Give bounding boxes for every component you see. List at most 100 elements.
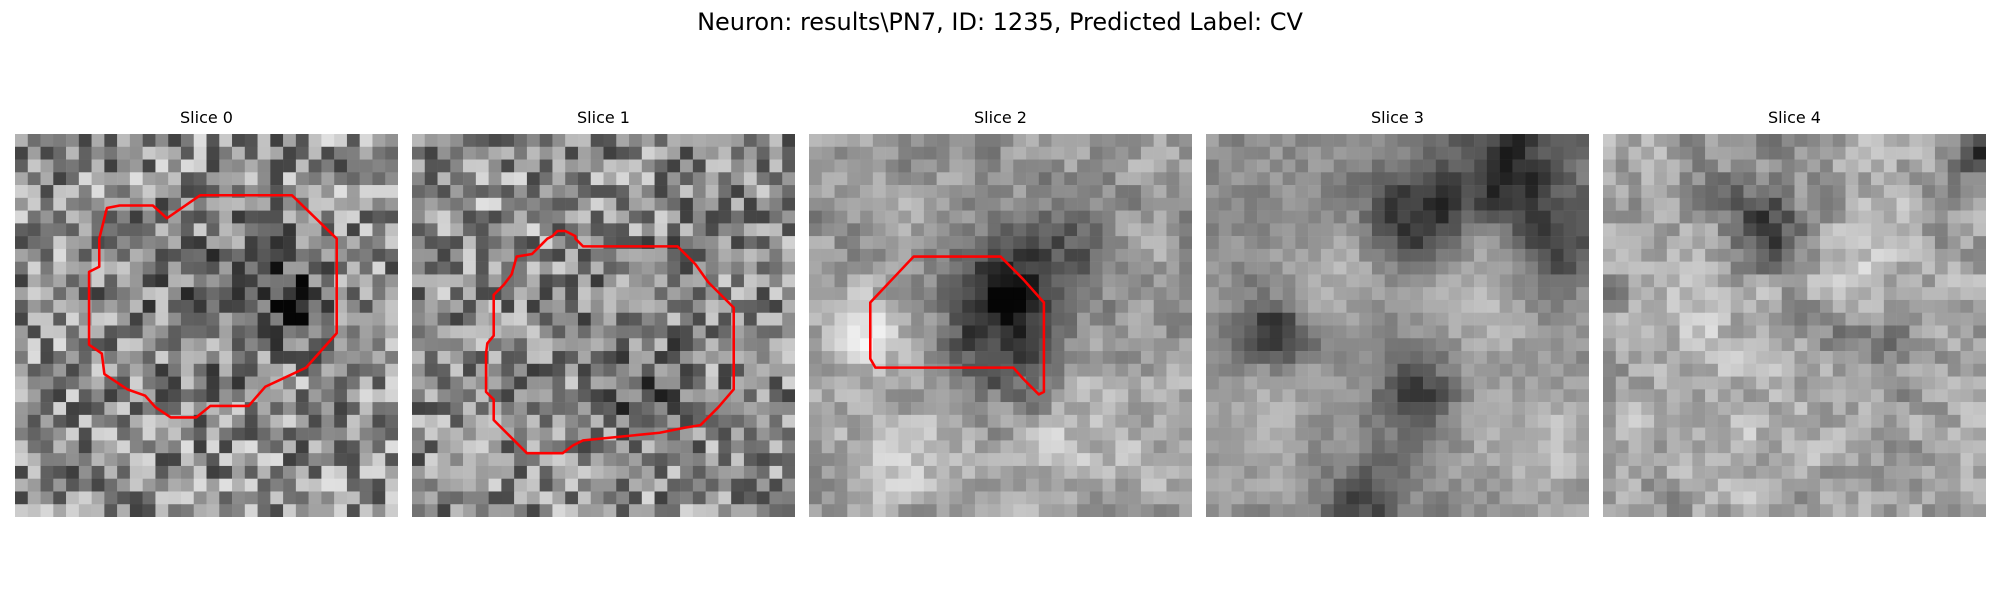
pixel	[1295, 363, 1309, 377]
pixel	[1654, 389, 1668, 403]
pixel	[1051, 491, 1065, 505]
pixel	[1845, 236, 1859, 250]
pixel	[346, 274, 360, 288]
pixel	[180, 223, 194, 237]
pixel	[680, 414, 694, 428]
pixel	[1269, 134, 1283, 148]
pixel	[372, 197, 386, 211]
pixel	[1397, 274, 1411, 288]
pixel	[1960, 465, 1974, 479]
pixel	[334, 453, 348, 467]
pixel	[1756, 172, 1770, 186]
pixel	[872, 325, 886, 339]
pixel	[1089, 402, 1103, 416]
pixel	[232, 440, 246, 454]
pixel	[526, 376, 540, 390]
pixel	[321, 185, 335, 199]
pixel	[180, 287, 194, 301]
pixel	[437, 146, 451, 160]
pixel	[1333, 299, 1347, 313]
pixel	[936, 236, 950, 250]
pixel	[1922, 274, 1936, 288]
pixel	[1730, 440, 1744, 454]
pixel	[1563, 414, 1577, 428]
pixel	[1077, 248, 1091, 262]
pixel	[962, 363, 976, 377]
pixel	[437, 491, 451, 505]
pixel	[385, 223, 398, 237]
pixel	[66, 478, 80, 492]
pixel	[974, 325, 988, 339]
pixel	[1654, 491, 1668, 505]
pixel	[590, 504, 604, 517]
pixel	[526, 287, 540, 301]
pixel	[629, 351, 643, 365]
pixel	[1102, 172, 1116, 186]
pixel	[283, 312, 297, 326]
pixel	[219, 440, 233, 454]
pixel	[1153, 134, 1167, 148]
pixel	[923, 223, 937, 237]
pixel	[1410, 414, 1424, 428]
pixel	[1231, 440, 1245, 454]
pixel	[1679, 478, 1693, 492]
pixel	[692, 440, 706, 454]
pixel	[1359, 146, 1373, 160]
pixel	[1140, 414, 1154, 428]
pixel	[501, 312, 515, 326]
pixel	[1550, 223, 1564, 237]
pixel	[565, 248, 579, 262]
pixel	[346, 185, 360, 199]
pixel	[359, 402, 373, 416]
pixel	[53, 185, 67, 199]
pixel	[1537, 478, 1551, 492]
pixel	[1576, 338, 1589, 352]
pixel	[1615, 338, 1629, 352]
pixel	[372, 363, 386, 377]
pixel	[104, 389, 118, 403]
pixel	[1295, 414, 1309, 428]
pixel	[1206, 504, 1220, 517]
pixel	[66, 325, 80, 339]
pixel	[692, 287, 706, 301]
pixel	[1845, 504, 1859, 517]
pixel	[1013, 185, 1027, 199]
pixel	[1537, 159, 1551, 173]
pixel	[308, 223, 322, 237]
pixel	[412, 453, 426, 467]
pixel	[1947, 146, 1961, 160]
pixel	[552, 185, 566, 199]
pixel	[743, 351, 757, 365]
pixel	[1038, 389, 1052, 403]
pixel	[962, 172, 976, 186]
pixel	[1461, 491, 1475, 505]
pixel	[809, 261, 823, 275]
pixel	[91, 478, 105, 492]
pixel	[283, 325, 297, 339]
pixel	[1486, 440, 1500, 454]
pixel	[488, 363, 502, 377]
pixel	[475, 402, 489, 416]
pixel	[1717, 210, 1731, 224]
pixel	[1576, 159, 1589, 173]
pixel	[603, 453, 617, 467]
pixel	[346, 312, 360, 326]
pixel	[1320, 478, 1334, 492]
pixel	[1051, 261, 1065, 275]
pixel	[180, 185, 194, 199]
pixel	[1435, 185, 1449, 199]
pixel	[885, 261, 899, 275]
pixel	[295, 236, 309, 250]
pixel	[412, 402, 426, 416]
pixel	[898, 261, 912, 275]
pixel	[1512, 491, 1526, 505]
pixel	[1705, 325, 1719, 339]
pixel	[603, 172, 617, 186]
pixel	[346, 414, 360, 428]
pixel	[450, 440, 464, 454]
pixel	[1051, 312, 1065, 326]
pixel	[129, 261, 143, 275]
pixel	[501, 465, 515, 479]
pixel	[1909, 236, 1923, 250]
pixel	[898, 491, 912, 505]
